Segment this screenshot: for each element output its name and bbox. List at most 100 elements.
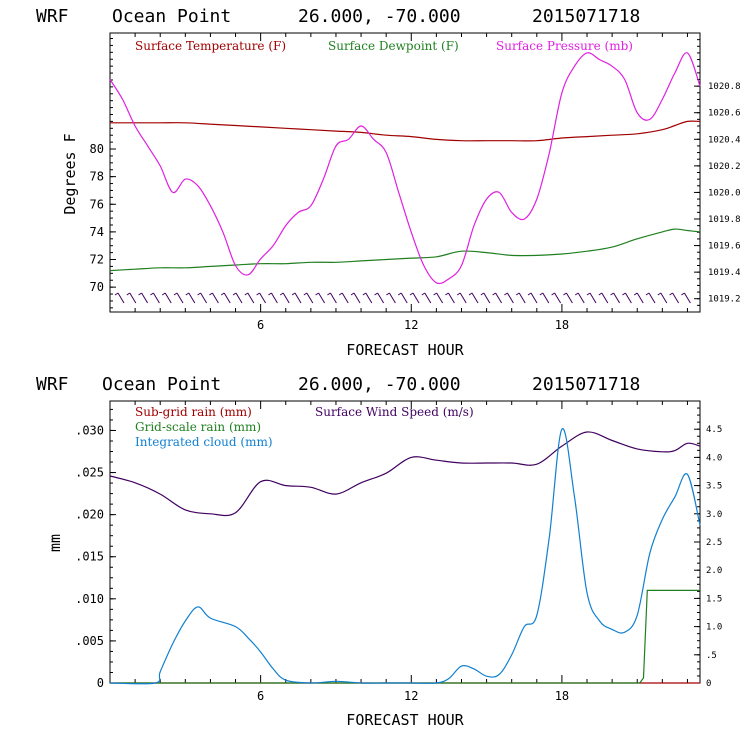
wind-barb [412, 292, 420, 304]
wind-barb-flag [456, 292, 461, 296]
panel1-header-run: 2015071718 [532, 6, 640, 27]
y-tick-label: 80 [90, 142, 104, 156]
y-tick-label: 72 [90, 253, 104, 267]
y2-tick-label: 1020.2 [708, 162, 740, 172]
series-line-surface-pressure-mb [109, 52, 701, 285]
wind-barb [624, 292, 632, 304]
wind-barb-flag [126, 292, 131, 296]
wind-barb [613, 292, 621, 304]
wind-barb-flag [315, 292, 319, 296]
wind-barb-flag [598, 292, 603, 296]
wind-barb-flag [327, 292, 331, 296]
panel1-header-model: WRF [36, 6, 69, 27]
wind-barb [660, 292, 668, 304]
panel1-header-coords: 26.000, -70.000 [298, 6, 461, 27]
series-line-grid-scale-rain-mm [110, 589, 700, 684]
wind-barb-flag [197, 292, 201, 296]
wind-barb [565, 292, 573, 304]
wind-barb-flag [622, 292, 626, 296]
wind-barb [188, 292, 196, 304]
wind-barb-flag [244, 292, 249, 296]
x-tick-label: 12 [404, 689, 418, 703]
wind-barb [164, 292, 172, 304]
wind-barb [577, 292, 585, 304]
wind-barb-flag [504, 292, 508, 296]
x-tick-label: 6 [257, 689, 264, 703]
y-tick-label: 76 [90, 197, 104, 211]
wind-barbs-row [114, 292, 691, 304]
wind-barb-flag [161, 292, 166, 296]
y2-tick-label: 1019.2 [708, 295, 740, 305]
wind-barb [636, 292, 644, 304]
wind-barb [447, 292, 455, 304]
wind-barb-flag [291, 292, 296, 296]
panel2-header-run: 2015071718 [532, 374, 640, 395]
y-tick-label: 70 [90, 280, 104, 294]
y2-tick-label: 4.0 [706, 453, 722, 463]
wind-barb-flag [669, 292, 673, 296]
wind-barb-flag [645, 292, 650, 296]
x-tick-label: 18 [555, 318, 569, 332]
wind-barb [554, 292, 562, 304]
wind-barb [495, 292, 503, 304]
wind-barb [129, 292, 137, 304]
wind-barb [235, 292, 243, 304]
y2-tick-label: 1020.0 [708, 188, 740, 198]
series-line-surface-wind-speed-m-s [109, 431, 701, 517]
wind-barb-flag [409, 292, 414, 296]
wind-barb [200, 292, 208, 304]
wind-barb-flag [386, 292, 390, 296]
wind-barb [424, 292, 432, 304]
wind-barb [306, 292, 314, 304]
y-tick-label: .015 [75, 550, 104, 564]
wind-barb [683, 292, 691, 304]
wind-barb-flag [303, 292, 308, 296]
wind-barb-flag [657, 292, 662, 296]
panel1-y-ticks: 70 72 74 76 78 80 [90, 38, 116, 309]
wind-barb-flag [150, 292, 154, 296]
wind-barb-flag [279, 292, 284, 296]
wind-barb-flag [515, 292, 520, 296]
series-line-integrated-cloud-mm [109, 428, 701, 685]
panel1-x-axis-label: FORECAST HOUR [346, 341, 464, 359]
wind-barb [589, 292, 597, 304]
wind-barb-flag [539, 292, 544, 296]
wind-barb [388, 292, 396, 304]
legend-surface-pressure: Surface Pressure (mb) [496, 39, 633, 53]
wind-barb-flag [574, 292, 579, 296]
wind-barb [176, 292, 184, 304]
panel2-x-axis-label: FORECAST HOUR [346, 711, 464, 729]
panel2-y-axis-label: mm [46, 534, 64, 552]
y-tick-label: .020 [75, 508, 104, 522]
wind-barb [471, 292, 479, 304]
wind-barb [152, 292, 160, 304]
wind-barb [341, 292, 349, 304]
panel2-header-location: Ocean Point [102, 374, 221, 395]
wind-barb-flag [256, 292, 260, 296]
wind-barb [365, 292, 373, 304]
wind-barb [294, 292, 302, 304]
legend-grid-scale-rain: Grid-scale rain (mm) [135, 420, 261, 434]
wind-barb-flag [232, 292, 237, 296]
x-tick-label: 12 [404, 318, 418, 332]
panel1-y2-ticks: 1019.2 1019.4 1019.6 1019.8 1020.0 1020.2 1020… [694, 32, 740, 313]
wind-barb [400, 292, 408, 304]
y2-tick-label: 1019.6 [708, 242, 740, 252]
legend-subgrid-rain: Sub-grid rain (mm) [135, 405, 252, 419]
precipitation-panel: WRF Ocean Point 26.000, -70.000 20150717… [36, 374, 722, 729]
wind-barb [483, 292, 491, 304]
wind-barb-flag [586, 292, 591, 296]
legend-surface-temperature: Surface Temperature (F) [135, 39, 286, 53]
y2-tick-label: 1020.6 [708, 109, 740, 119]
series-line-surface-dewpoint-f [109, 228, 701, 272]
wind-barb-flag [209, 292, 213, 296]
wind-barb-flag [362, 292, 367, 296]
y2-tick-label: 1019.8 [708, 215, 740, 225]
panel1-x-ticks: 6 12 18 [134, 33, 688, 332]
y2-tick-label: 2.5 [706, 538, 722, 548]
y2-tick-label: 1020.4 [708, 135, 740, 145]
wind-barb-flag [397, 292, 402, 296]
series-line-surface-temperature-f [109, 120, 701, 142]
wind-barb-flag [338, 292, 343, 296]
y2-tick-label: 2.0 [706, 566, 722, 576]
